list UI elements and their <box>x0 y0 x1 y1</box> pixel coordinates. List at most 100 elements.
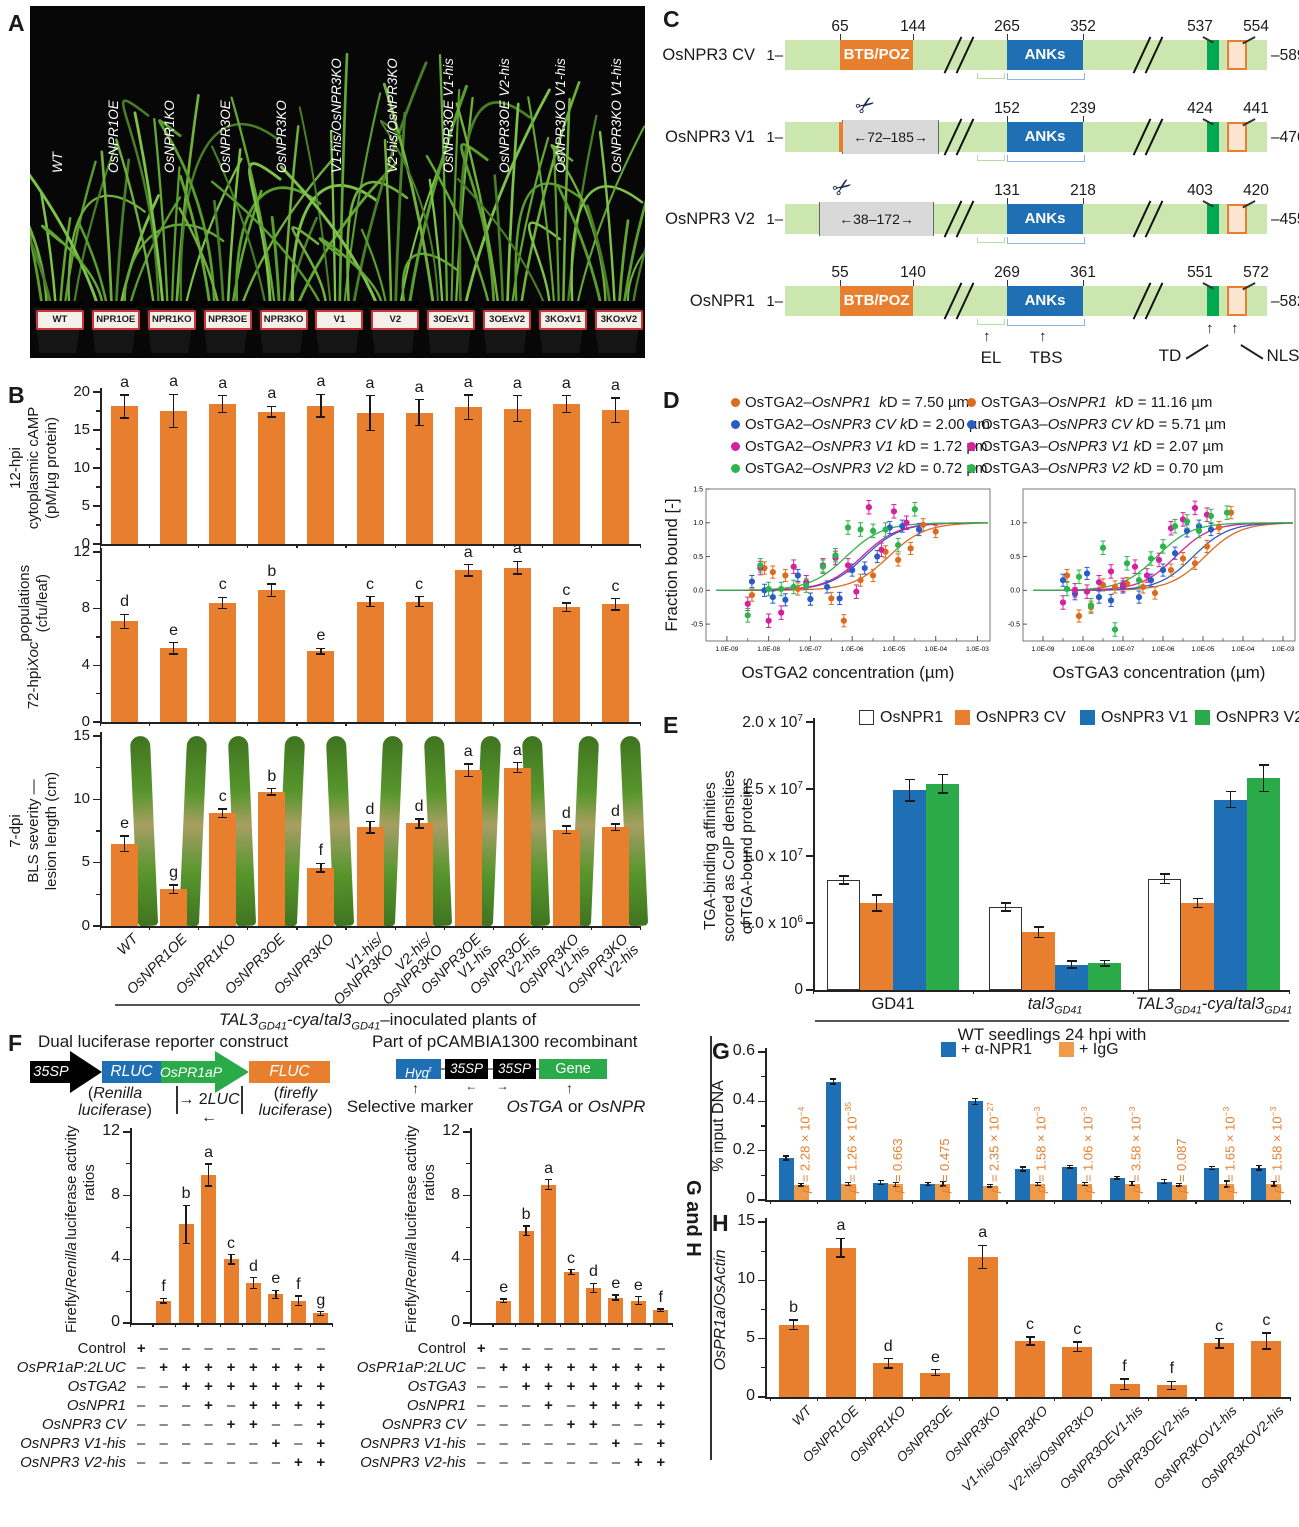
error-bar-cap <box>612 1299 620 1301</box>
error-bar-cap <box>1208 1168 1215 1171</box>
y-axis-label: 12-hpi cytoplasmic cAMP (pM/µg protein) <box>7 406 60 530</box>
bar <box>258 791 286 926</box>
error-bar-cap <box>218 607 228 610</box>
pot-label: NPR3OE <box>203 310 252 330</box>
error-bar-cap <box>937 792 948 794</box>
error-bar-cap <box>267 583 277 585</box>
bracket-line <box>241 1086 243 1114</box>
error-bar-cap <box>160 1297 168 1300</box>
error-bar-cap <box>783 1159 790 1161</box>
matrix-symbol: – <box>181 1416 191 1433</box>
rice-blade <box>425 154 491 308</box>
bar <box>405 412 433 544</box>
selective-marker-label: Selective marker <box>346 1097 474 1116</box>
matrix-symbol: + <box>204 1397 213 1414</box>
data-point <box>1075 612 1083 620</box>
data-point <box>1207 512 1215 520</box>
data-point <box>1095 593 1103 601</box>
number-tick <box>913 34 914 40</box>
btb-poz-domain: BTB/POZ <box>840 286 913 316</box>
error-bar-cap <box>294 1295 302 1297</box>
x-tick <box>100 544 102 548</box>
pot-label: 3OExV1 <box>427 310 476 330</box>
x-tick <box>770 1200 772 1204</box>
rice-blade <box>463 88 551 308</box>
error-bar-cap <box>1161 1182 1168 1184</box>
error-bar-cap <box>783 1155 790 1157</box>
rice-blade <box>178 207 221 308</box>
number-tick <box>1083 116 1084 122</box>
data-point <box>878 546 885 553</box>
pot-label: 3OExV2 <box>483 310 532 330</box>
error-bar <box>516 762 518 773</box>
rice-blade <box>179 174 212 308</box>
nls-box <box>1227 204 1247 234</box>
error-bar-cap <box>317 1314 325 1317</box>
matrix-symbol: – <box>611 1454 621 1471</box>
error-bar-cap <box>798 1185 805 1187</box>
rice-blade <box>379 119 439 307</box>
error-bar-cap <box>545 1179 553 1181</box>
number-tick <box>1007 34 1008 40</box>
gh-separator-line <box>710 1036 712 1460</box>
matrix-symbol: – <box>521 1397 531 1414</box>
x-tick <box>1133 990 1135 994</box>
error-bar-cap <box>883 1357 893 1360</box>
y-axis-label: TGA-binding affinities scored as CoIP den… <box>702 770 757 942</box>
legend-label: OsTGA3–OsNPR1 kD = 11.16 µm <box>981 394 1213 411</box>
error-bar <box>660 1308 662 1312</box>
bar <box>258 590 286 722</box>
error-bar-cap <box>267 416 277 418</box>
data-point <box>1063 585 1071 593</box>
x-axis <box>813 990 1289 992</box>
data-point <box>915 526 923 533</box>
anks-domain: ANKs <box>1007 40 1083 70</box>
error-bar <box>592 1283 595 1293</box>
protein-name: OsNPR1 <box>689 292 755 310</box>
y-tick-label: 0 <box>451 1313 460 1331</box>
error-bar-cap <box>182 1204 190 1206</box>
matrix-symbol: – <box>656 1340 665 1357</box>
residue-number: 424 <box>1187 100 1213 117</box>
matrix-symbol: – <box>521 1454 531 1471</box>
data-point <box>1083 570 1091 577</box>
legend-dot <box>731 420 740 429</box>
error-bar-cap <box>463 564 473 566</box>
anks-domain: ANKs <box>1007 204 1083 234</box>
y-minor-tick <box>96 448 100 450</box>
residue-number: 551 <box>1187 264 1213 281</box>
matrix-symbol: – <box>477 1359 486 1376</box>
legend-label: OsTGA3–OsNPR3 V1 kD = 2.07 µm <box>981 438 1224 455</box>
matrix-symbol: + <box>181 1378 191 1395</box>
rice-blade <box>318 237 384 308</box>
error-bar <box>785 1156 787 1161</box>
error-bar <box>516 395 518 422</box>
error-bar-cap <box>925 1181 931 1183</box>
error-bar-cap <box>1270 1185 1277 1187</box>
error-bar-cap <box>463 394 473 396</box>
bar <box>608 1297 624 1323</box>
data-point <box>869 572 877 579</box>
error-bar <box>1218 1338 1220 1348</box>
rice-blade <box>210 180 323 308</box>
bar <box>1088 963 1121 990</box>
matrix-row-label: OsNPR1 <box>406 1397 466 1414</box>
legend-label: OsTGA2–OsNPR3 V2 kD = 0.72 µm <box>745 460 988 477</box>
error-bar-cap <box>1072 1350 1082 1353</box>
two-luc-label: → 2LUC ← <box>178 1091 240 1126</box>
error-bar <box>989 1184 991 1188</box>
rice-blade <box>617 219 630 308</box>
x-tick <box>345 722 347 726</box>
rice-blade <box>514 182 584 308</box>
matrix-row-label: OsTGA3 <box>407 1378 466 1395</box>
error-bar-cap <box>877 1180 884 1182</box>
error-bar-cap <box>589 1282 597 1284</box>
y-tick <box>806 922 813 924</box>
residue-start: 1– <box>766 47 783 64</box>
td-band <box>1207 204 1219 234</box>
x-tick <box>817 1200 819 1204</box>
pot-label: NPR3KO <box>259 310 308 330</box>
error-bar-cap <box>836 1256 846 1258</box>
td-band <box>1207 286 1219 316</box>
matrix-symbol: – <box>226 1340 236 1357</box>
